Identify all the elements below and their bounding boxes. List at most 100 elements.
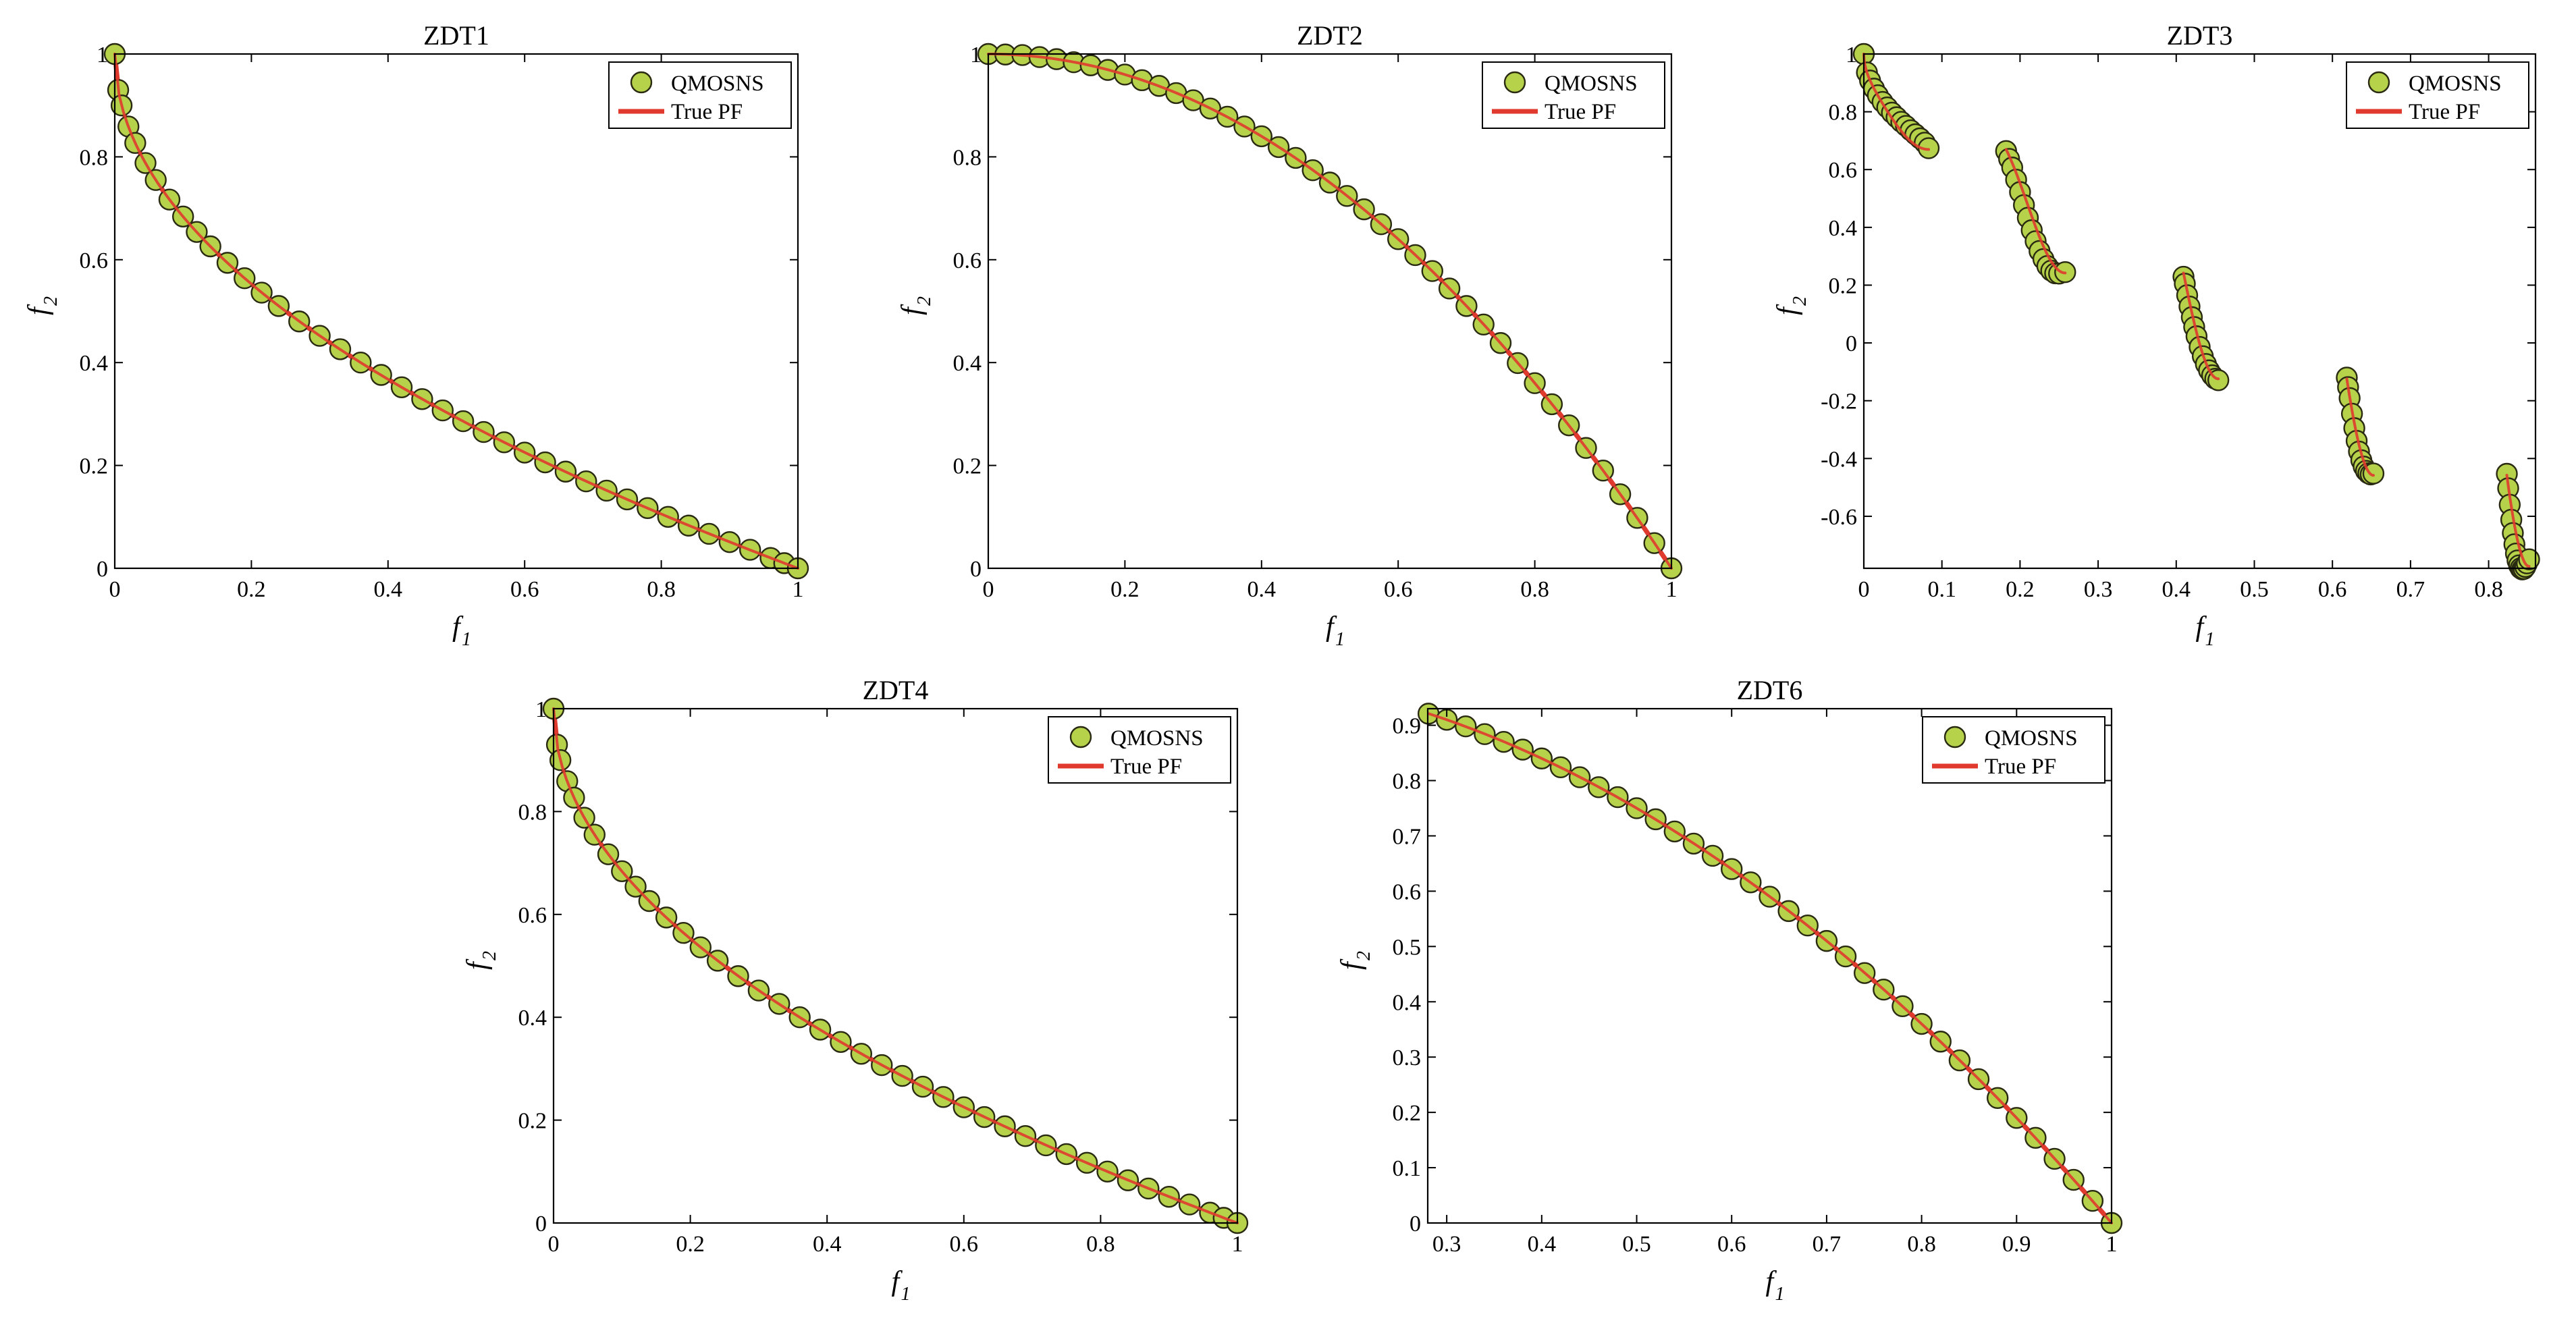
y-tick-label: 0.8 xyxy=(1829,101,1858,126)
chart-title: ZDT1 xyxy=(423,20,489,51)
x-tick-label: 0.3 xyxy=(2084,577,2113,602)
legend-label-true-pf: True PF xyxy=(2409,100,2480,124)
y-tick-label: 0.6 xyxy=(80,248,109,273)
true-pf-line-overlay xyxy=(987,53,1673,570)
true-pf-line-overlay xyxy=(2505,473,2531,568)
true-pf-line xyxy=(112,51,801,571)
true-pf-line-overlay xyxy=(2345,377,2375,477)
y-tick-label: 1 xyxy=(97,43,108,67)
y-label-sub: 2 xyxy=(41,296,61,306)
x-tick-label: 0 xyxy=(109,577,121,602)
legend: QMOSNS True PF xyxy=(608,61,792,129)
x-tick-label: 0.6 xyxy=(510,577,539,602)
y-tick-label: 0.6 xyxy=(1393,879,1422,904)
y-axis-label: f2 xyxy=(462,951,500,970)
legend-label-qmosns: QMOSNS xyxy=(2409,72,2502,96)
legend-label-qmosns: QMOSNS xyxy=(1110,726,1204,751)
x-tick-label: 0.9 xyxy=(2002,1232,2031,1257)
x-label-sub: 1 xyxy=(462,629,471,650)
y-tick-label: 0.1 xyxy=(1393,1156,1422,1181)
qmosns-point xyxy=(2362,462,2385,485)
x-tick-label: 0.6 xyxy=(2318,577,2347,602)
y-tick-label: -0.2 xyxy=(1821,389,1857,414)
x-tick-label: 0 xyxy=(983,577,994,602)
y-tick-label: 0.8 xyxy=(953,145,982,170)
y-tick-label: 0.2 xyxy=(1829,273,1858,298)
legend-marker-icon xyxy=(2367,71,2390,94)
x-tick-label: 0.8 xyxy=(647,577,676,602)
y-tick-label: 0.6 xyxy=(953,248,982,273)
x-tick-label: 0.8 xyxy=(2474,577,2503,602)
legend: QMOSNS True PF xyxy=(1922,716,2105,784)
x-tick-label: 0.6 xyxy=(1717,1232,1746,1257)
true-pf-line xyxy=(1426,711,2114,1226)
legend-label-true-pf: True PF xyxy=(1985,755,2056,779)
legend: QMOSNS True PF xyxy=(2346,61,2529,129)
legend-label-true-pf: True PF xyxy=(1545,100,1616,124)
x-tick-label: 0 xyxy=(1858,577,1870,602)
axes-box xyxy=(1426,707,2113,1224)
legend-label-qmosns: QMOSNS xyxy=(1545,72,1638,96)
legend-marker-icon xyxy=(1069,726,1092,749)
x-tick-label: 0.7 xyxy=(2396,577,2425,602)
x-tick-label: 0.2 xyxy=(2006,577,2035,602)
x-tick-label: 0.4 xyxy=(374,577,403,602)
y-tick-label: 0 xyxy=(1846,331,1857,356)
chart-title: ZDT3 xyxy=(2167,20,2233,51)
legend-marker-icon xyxy=(1943,726,1966,749)
x-tick-label: 0.5 xyxy=(1622,1232,1651,1257)
y-tick-label: -0.6 xyxy=(1821,505,1857,530)
true-pf-line-overlay xyxy=(552,707,1239,1224)
x-tick-label: 0.7 xyxy=(1813,1232,1842,1257)
y-label-sub: 2 xyxy=(1353,951,1374,960)
y-tick-label: 0 xyxy=(97,557,108,582)
y-tick-label: 0.8 xyxy=(518,800,547,825)
legend-label-qmosns: QMOSNS xyxy=(1985,726,2078,751)
x-tick-label: 0.1 xyxy=(1927,577,1956,602)
y-tick-label: 0 xyxy=(970,557,982,582)
y-tick-label: 0.7 xyxy=(1393,824,1422,849)
y-tick-label: 0.8 xyxy=(80,145,109,170)
y-label-sub: 2 xyxy=(914,296,935,306)
true-pf-line-overlay xyxy=(2182,271,2220,381)
x-tick-label: 1 xyxy=(1232,1232,1243,1257)
legend-marker-icon xyxy=(1503,71,1526,94)
legend: QMOSNS True PF xyxy=(1482,61,1665,129)
x-tick-label: 1 xyxy=(1666,577,1678,602)
y-tick-label: 1 xyxy=(970,43,982,67)
legend-label-true-pf: True PF xyxy=(671,100,743,124)
true-pf-line xyxy=(986,51,1674,571)
y-tick-label: 0 xyxy=(535,1212,547,1236)
y-tick-label: 1 xyxy=(535,697,547,722)
y-tick-label: 0.8 xyxy=(1393,769,1422,794)
x-tick-label: 0.8 xyxy=(1907,1232,1936,1257)
chart-title: ZDT6 xyxy=(1737,675,1803,705)
axes-box xyxy=(113,53,799,570)
axes-box xyxy=(987,53,1673,570)
x-label-sub: 1 xyxy=(901,1284,911,1305)
y-tick-label: 0.4 xyxy=(953,351,982,376)
y-label-sub: 2 xyxy=(479,951,500,960)
x-tick-label: 0.8 xyxy=(1520,577,1549,602)
x-tick-label: 0.6 xyxy=(1384,577,1413,602)
axes-box xyxy=(552,707,1239,1224)
x-tick-label: 0.3 xyxy=(1432,1232,1461,1257)
y-tick-label: 0.4 xyxy=(518,1006,547,1031)
true-pf-line-overlay xyxy=(1427,712,2113,1224)
legend: QMOSNS True PF xyxy=(1048,716,1231,784)
x-tick-label: 0 xyxy=(548,1232,560,1257)
y-tick-label: 1 xyxy=(1846,43,1857,67)
x-tick-label: 0.8 xyxy=(1086,1232,1115,1257)
true-pf-line-overlay xyxy=(2004,148,2067,275)
x-tick-label: 1 xyxy=(2106,1232,2118,1257)
y-axis-label: f2 xyxy=(896,296,935,315)
y-axis-label: f2 xyxy=(1772,296,1810,315)
